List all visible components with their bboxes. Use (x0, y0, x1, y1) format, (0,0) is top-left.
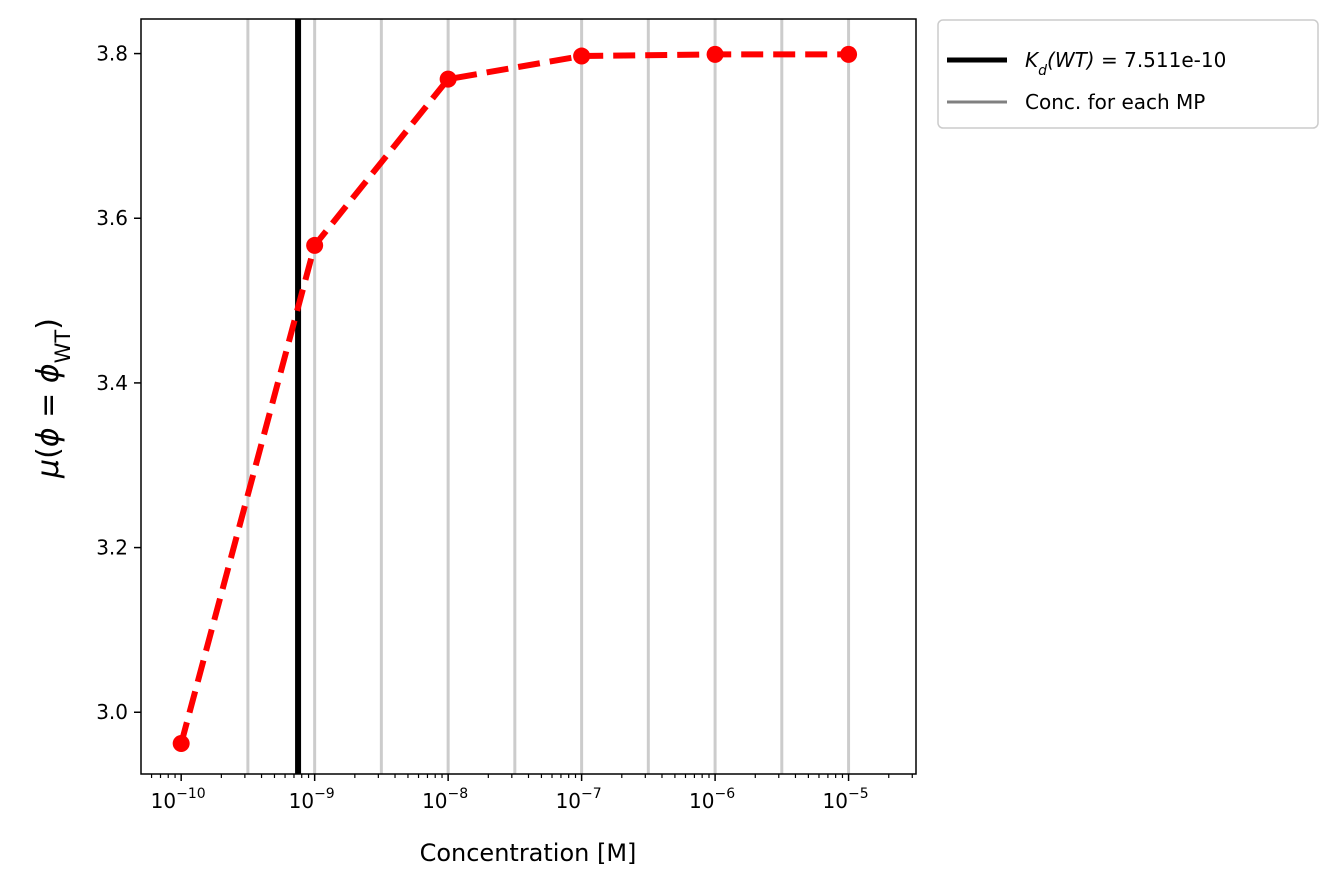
legend: Kd(WT) = 7.511e-10 Conc. for each MP (937, 19, 1319, 129)
y-axis-title-open: ( (31, 447, 66, 459)
y-tick-label: 3.2 (96, 536, 128, 560)
y-axis-title-phi2: ϕ (31, 363, 66, 383)
x-tick-label: 10−9 (289, 786, 335, 813)
legend-kd-value: = 7.511e-10 (1095, 48, 1227, 72)
data-point-1 (306, 236, 324, 254)
legend-kd-symbol: K (1025, 48, 1040, 72)
x-tick-label: 10−5 (823, 786, 869, 813)
y-axis-title-sub: WT (51, 330, 75, 364)
series-line-0 (178, 51, 849, 745)
data-point-3 (573, 47, 591, 65)
y-axis-title-eq: = (31, 383, 66, 427)
x-tick-label: 10−10 (151, 786, 206, 813)
y-tick-label: 3.8 (96, 42, 128, 66)
y-tick-label: 3.0 (96, 700, 128, 724)
mp-concentration-lines (246, 19, 851, 774)
y-axis-title-phi: ϕ (31, 427, 66, 447)
y-axis-title: μ(ϕ = ϕWT) (31, 318, 75, 479)
y-tick-label: 3.6 (96, 206, 128, 230)
legend-kd-label: Kd(WT) = 7.511e-10 (1025, 48, 1226, 79)
y-tick-label: 3.4 (96, 371, 128, 395)
y-axis-ticks: 3.0 3.2 3.4 3.6 3.8 (96, 42, 141, 724)
x-tick-label: 10−8 (422, 786, 468, 813)
x-axis-title: Concentration [M] (420, 839, 637, 867)
data-point-5 (840, 45, 858, 63)
legend-mp-label: Conc. for each MP (1025, 90, 1205, 114)
legend-box (937, 19, 1319, 129)
legend-kd-paren: (WT) (1047, 48, 1095, 72)
data-point-2 (439, 70, 457, 88)
y-axis-title-mu: μ (31, 459, 66, 479)
y-axis-title-close: ) (31, 318, 66, 330)
legend-kd-sub: d (1038, 63, 1047, 79)
data-point-0 (172, 735, 190, 753)
x-axis-ticks: 10−10 10−9 10−8 10−7 10−6 10−5 (151, 774, 913, 813)
series-layer (172, 45, 858, 753)
x-tick-label: 10−7 (556, 786, 602, 813)
x-tick-label: 10−6 (689, 786, 735, 813)
data-point-4 (706, 45, 724, 63)
